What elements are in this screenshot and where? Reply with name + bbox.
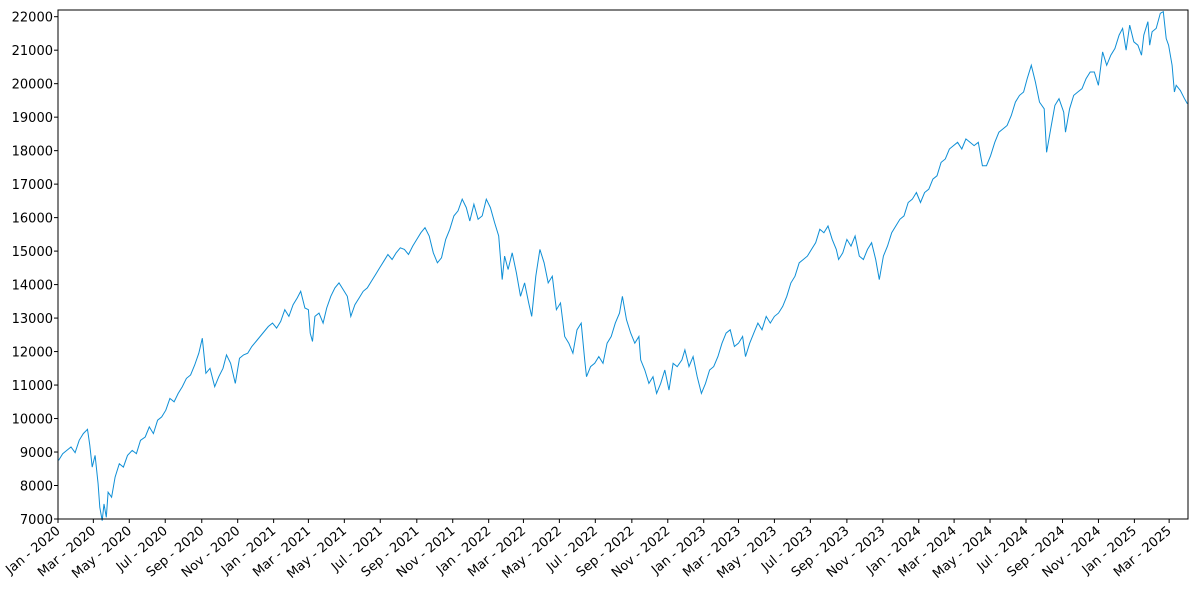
y-tick-label: 19000 xyxy=(12,111,53,126)
y-tick-label: 13000 xyxy=(12,312,53,327)
y-tick-label: 14000 xyxy=(12,279,53,294)
y-tick-label: 8000 xyxy=(20,480,53,495)
y-tick-label: 11000 xyxy=(12,379,53,394)
series-line xyxy=(58,10,1188,521)
y-tick-label: 10000 xyxy=(12,413,53,428)
y-tick-label: 15000 xyxy=(12,245,53,260)
y-tick-label: 21000 xyxy=(12,44,53,59)
y-tick-label: 12000 xyxy=(12,346,53,361)
y-tick-label: 9000 xyxy=(20,446,53,461)
y-tick-label: 17000 xyxy=(12,178,53,193)
plot-area-frame xyxy=(57,9,1189,520)
series-layer xyxy=(58,10,1188,521)
y-tick-label: 16000 xyxy=(12,212,53,227)
y-axis: 7000 8000 9000 10000 11000 12000 13000 14000 150… xyxy=(12,11,58,528)
y-tick-label: 22000 xyxy=(12,11,53,26)
y-tick-label: 7000 xyxy=(20,513,53,528)
y-tick-label: 20000 xyxy=(12,78,53,93)
y-tick-label: 18000 xyxy=(12,145,53,160)
